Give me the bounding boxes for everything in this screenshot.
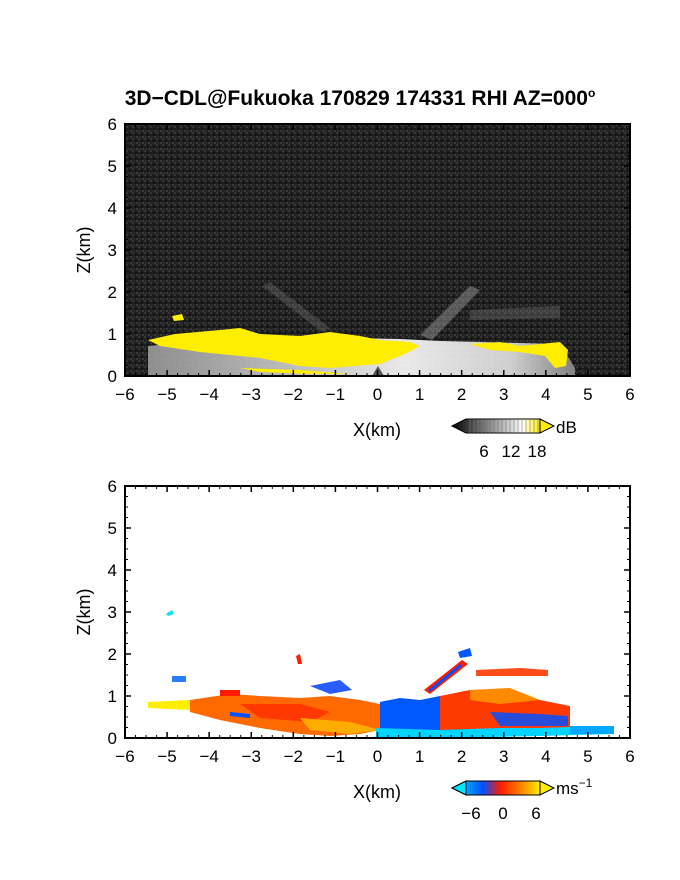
x-tick-label: 5 bbox=[583, 747, 592, 766]
x-tick-label: −2 bbox=[284, 747, 303, 766]
y-tick-label: 3 bbox=[108, 603, 117, 622]
x-tick-label: −6 bbox=[115, 385, 134, 404]
colorbar-tick-label: −6 bbox=[461, 804, 480, 823]
echo-field bbox=[148, 282, 575, 376]
y-tick-label: 1 bbox=[108, 325, 117, 344]
x-tick-label: 1 bbox=[415, 385, 424, 404]
x-tick-label: −5 bbox=[157, 747, 176, 766]
x-tick-label: 6 bbox=[625, 385, 634, 404]
velocity-colorbar: ms−1 −6 0 6 bbox=[450, 776, 593, 823]
strong-echo bbox=[148, 328, 420, 368]
colorbar-unit: ms−1 bbox=[556, 776, 593, 798]
x-tick-label: −1 bbox=[326, 747, 345, 766]
colorbar-tick-label: 6 bbox=[531, 804, 540, 823]
x-tick-label: −1 bbox=[326, 385, 345, 404]
reflectivity-panel: −6 −5 −4 −3 −2 −1 0 1 2 3 4 5 6 0 1 2 3 4 5 6 X(km) Z(km) bbox=[74, 115, 635, 440]
x-tick-label: 3 bbox=[499, 747, 508, 766]
y-tick-label: 5 bbox=[108, 519, 117, 538]
x-tick-label: 5 bbox=[583, 385, 592, 404]
y-tick-label: 6 bbox=[108, 115, 117, 134]
x-tick-label: 4 bbox=[541, 385, 550, 404]
x-tick-label: −4 bbox=[199, 747, 218, 766]
x-tick-label: 0 bbox=[373, 747, 382, 766]
reflectivity-colorbar: dB 6 12 18 bbox=[450, 418, 577, 461]
x-tick-label: 6 bbox=[625, 747, 634, 766]
y-tick-label: 2 bbox=[108, 645, 117, 664]
x-tick-label: 4 bbox=[541, 747, 550, 766]
y-tick-label: 6 bbox=[108, 477, 117, 496]
y-tick-label: 1 bbox=[108, 687, 117, 706]
x-tick-label: −5 bbox=[157, 385, 176, 404]
y-tick-label: 0 bbox=[108, 367, 117, 386]
x-axis-label: X(km) bbox=[353, 420, 401, 440]
velocity-field bbox=[148, 610, 614, 738]
plot-background bbox=[125, 486, 630, 738]
colorbar-tick-label: 6 bbox=[479, 442, 488, 461]
colorbar-unit: dB bbox=[556, 418, 577, 437]
x-tick-label: −3 bbox=[242, 385, 261, 404]
y-axis-label: Z(km) bbox=[74, 589, 94, 636]
y-tick-label: 3 bbox=[108, 241, 117, 260]
x-tick-label: 2 bbox=[457, 385, 466, 404]
x-tick-label: 2 bbox=[457, 747, 466, 766]
x-tick-label: −4 bbox=[199, 385, 218, 404]
x-axis-label: X(km) bbox=[353, 782, 401, 802]
colorbar-tick-label: 12 bbox=[502, 442, 521, 461]
y-axis-label: Z(km) bbox=[74, 227, 94, 274]
x-tick-label: −3 bbox=[242, 747, 261, 766]
x-tick-label: −6 bbox=[115, 747, 134, 766]
y-tick-label: 4 bbox=[108, 561, 117, 580]
colorbar-tick-label: 18 bbox=[528, 442, 547, 461]
y-tick-label: 5 bbox=[108, 157, 117, 176]
x-tick-label: 1 bbox=[415, 747, 424, 766]
figure-title: 3D−CDL@Fukuoka 170829 174331 RHI AZ=000o bbox=[124, 86, 596, 110]
x-tick-label: 0 bbox=[373, 385, 382, 404]
velocity-panel: −6 −5 −4 −3 −2 −1 0 1 2 3 4 5 6 0 1 2 3 4 5 6 X(km) Z(km) bbox=[74, 477, 635, 802]
x-tick-label: −2 bbox=[284, 385, 303, 404]
y-tick-label: 2 bbox=[108, 283, 117, 302]
colorbar-tick-label: 0 bbox=[498, 804, 507, 823]
y-tick-label: 4 bbox=[108, 199, 117, 218]
x-tick-label: 3 bbox=[499, 385, 508, 404]
y-tick-label: 0 bbox=[108, 729, 117, 748]
